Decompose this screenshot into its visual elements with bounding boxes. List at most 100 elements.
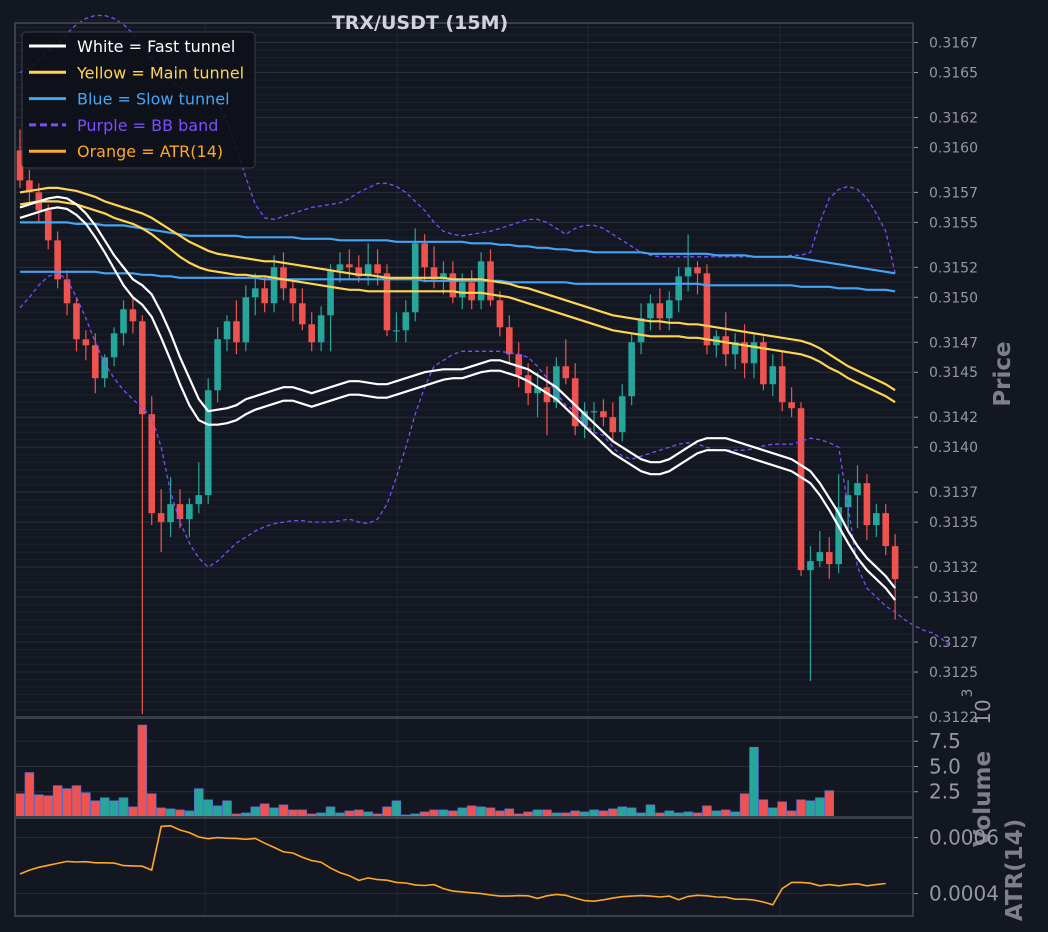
- candle-body: [148, 414, 156, 514]
- candle: [129, 297, 137, 334]
- volume-bar: [645, 804, 656, 818]
- chart-title: TRX/USDT (15M): [332, 12, 508, 34]
- price-tick-label: 0.3155: [929, 215, 978, 231]
- volume-bar: [71, 785, 82, 818]
- candle-body: [233, 321, 240, 343]
- bb-lower-line: [19, 272, 953, 649]
- candle: [308, 312, 316, 352]
- candle: [496, 291, 504, 337]
- candle-body: [562, 366, 570, 379]
- price-tick-label: 0.3162: [929, 110, 978, 126]
- legend-label: Purple = BB band: [77, 116, 218, 135]
- candle-body: [346, 264, 353, 268]
- candle-body: [157, 513, 165, 523]
- volume-bar: [354, 809, 364, 818]
- candle-body: [308, 324, 316, 343]
- slow-tunnel-upper-line: [20, 221, 896, 275]
- candle: [684, 234, 692, 292]
- candle: [769, 354, 777, 397]
- candle: [797, 402, 805, 577]
- candle: [741, 324, 748, 379]
- candle-body: [336, 264, 344, 271]
- volume-bar: [62, 788, 72, 818]
- volume-bar: [194, 788, 204, 818]
- legend-box: [21, 31, 256, 169]
- candle: [233, 300, 240, 355]
- candle-body: [214, 339, 221, 391]
- candle: [280, 252, 287, 301]
- candle-body: [581, 411, 588, 427]
- candle: [449, 261, 457, 304]
- candle-body: [854, 483, 861, 496]
- candle-body: [167, 504, 174, 523]
- fast-tunnel-lower-line: [19, 206, 896, 601]
- candle-body: [176, 504, 184, 520]
- candle: [656, 288, 664, 331]
- candle-body: [402, 312, 410, 331]
- candle: [336, 252, 344, 283]
- candle: [863, 474, 871, 541]
- candle-body: [534, 387, 541, 394]
- candle: [157, 489, 165, 553]
- candle: [251, 273, 259, 316]
- volume-bar: [203, 799, 213, 818]
- candle-body: [684, 267, 692, 277]
- candle-body: [665, 300, 673, 319]
- candle: [807, 546, 814, 682]
- candle: [289, 279, 297, 322]
- candle-body: [825, 552, 833, 565]
- candle: [750, 333, 758, 379]
- volume-bar: [777, 801, 787, 818]
- volume-bar: [165, 808, 176, 818]
- volume-tick-label: 5.0: [929, 754, 961, 778]
- candle-body: [374, 264, 381, 274]
- volume-exponent-base: 10: [971, 699, 995, 724]
- legend-label: Blue = Slow tunnel: [77, 90, 230, 109]
- candle: [204, 378, 212, 505]
- volume-bar: [758, 799, 769, 818]
- candle-body: [816, 552, 824, 562]
- candle-body: [675, 276, 682, 301]
- candle: [110, 327, 118, 367]
- candle: [854, 465, 861, 529]
- candle: [515, 342, 523, 388]
- volume-bar: [34, 794, 44, 818]
- volume-bar: [824, 790, 835, 818]
- candle: [223, 315, 231, 352]
- candle: [26, 169, 33, 203]
- candle-body: [524, 375, 532, 394]
- candle-body: [270, 267, 278, 304]
- candle-body: [637, 318, 645, 343]
- volume-bar: [109, 800, 119, 818]
- candle: [120, 300, 127, 346]
- candle-body: [543, 387, 551, 403]
- candle-body: [251, 288, 259, 298]
- candle-body: [873, 513, 880, 526]
- candle-body: [355, 267, 363, 277]
- candle: [54, 231, 61, 289]
- candle-body: [44, 210, 52, 241]
- candle: [506, 315, 513, 364]
- candle: [788, 387, 795, 418]
- candle-body: [383, 273, 391, 331]
- price-tick-label: 0.3147: [929, 335, 978, 351]
- candle-body: [891, 546, 899, 580]
- candle: [778, 351, 786, 412]
- volume-bar: [81, 792, 91, 818]
- candle: [299, 288, 306, 331]
- candle: [393, 312, 400, 343]
- candle-body: [571, 378, 579, 427]
- candle-body: [882, 513, 890, 547]
- candle: [835, 474, 842, 574]
- price-tick-label: 0.3137: [929, 485, 978, 501]
- price-tick-label: 0.3150: [929, 290, 978, 306]
- candle: [637, 303, 645, 355]
- candle: [543, 366, 551, 436]
- fast-tunnel-upper-line: [19, 195, 896, 589]
- volume-bar: [796, 799, 806, 818]
- candle: [882, 504, 890, 556]
- candle-body: [393, 330, 400, 332]
- volume-bar: [297, 809, 308, 818]
- candle-body: [364, 264, 372, 277]
